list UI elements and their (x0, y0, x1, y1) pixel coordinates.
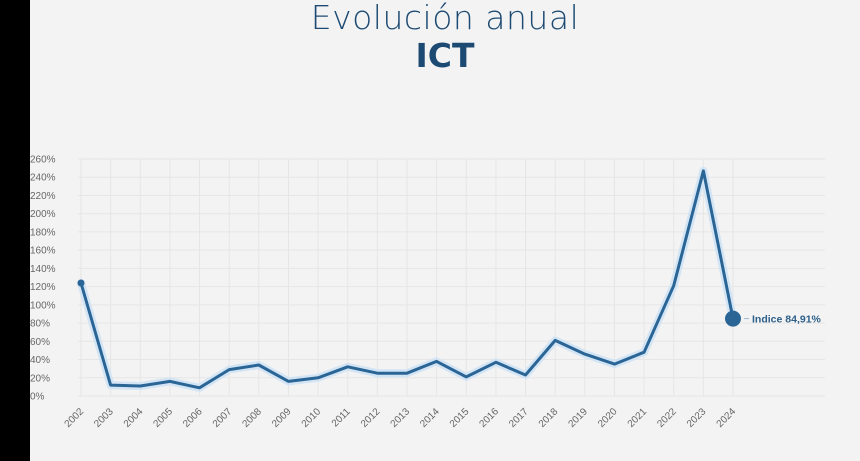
left-black-bar (0, 0, 30, 461)
y-tick-label: 240% (30, 173, 56, 184)
y-tick-label: 180% (30, 227, 56, 238)
x-tick-label: 2013 (389, 406, 413, 430)
y-tick-label: 260% (30, 155, 56, 166)
x-tick-label: 2008 (240, 406, 264, 430)
y-tick-label: 160% (30, 246, 56, 257)
x-tick-label: 2018 (537, 406, 561, 430)
y-tick-label: 60% (30, 337, 50, 348)
y-tick-label: 0% (30, 392, 45, 403)
x-tick-label: 2019 (566, 406, 590, 430)
x-tick-label: 2012 (359, 406, 383, 430)
chart-subtitle: ICT (415, 36, 475, 75)
y-tick-label: 200% (30, 209, 56, 220)
x-tick-label: 2002 (63, 406, 87, 430)
y-tick-label: 120% (30, 282, 56, 293)
x-tick-label: 2011 (330, 406, 353, 429)
x-tick-label: 2003 (92, 406, 116, 430)
x-tick-label: 2016 (478, 406, 502, 430)
y-tick-label: 40% (30, 355, 50, 366)
y-tick-label: 220% (30, 191, 56, 202)
y-tick-label: 20% (30, 373, 50, 384)
x-tick-label: 2020 (596, 406, 620, 430)
y-tick-label: 80% (30, 319, 50, 330)
chart-canvas: Evolución anual ICT 0% 20% 40% 60% 80% 100% 12… (30, 0, 860, 461)
chart-title: Evolución anual (310, 0, 580, 37)
x-tick-label: 2009 (270, 406, 294, 430)
annotation-label: Indice 84,91% (752, 314, 822, 326)
x-tick-label: 2022 (655, 406, 679, 430)
x-tick-label: 2007 (211, 406, 235, 430)
end-point-marker (725, 310, 741, 327)
x-tick-label: 2010 (300, 406, 324, 430)
line-chart: 0% 20% 40% 60% 80% 100% 120% 140% 160% 180% 200% 22… (30, 155, 825, 430)
data-point (77, 279, 85, 287)
series-line (79, 169, 735, 390)
x-tick-label: 2021 (626, 406, 650, 430)
x-tick-label: 2004 (122, 406, 146, 430)
x-tick-label: 2023 (685, 406, 709, 430)
x-tick-label: 2006 (181, 406, 205, 430)
x-tick-label: 2005 (152, 406, 176, 430)
y-tick-label: 100% (30, 300, 56, 311)
x-tick-label: 2024 (715, 406, 739, 430)
x-tick-label: 2015 (448, 406, 472, 430)
x-tick-label: 2017 (507, 406, 531, 430)
x-tick-label: 2014 (418, 406, 442, 430)
y-tick-label: 140% (30, 264, 56, 275)
